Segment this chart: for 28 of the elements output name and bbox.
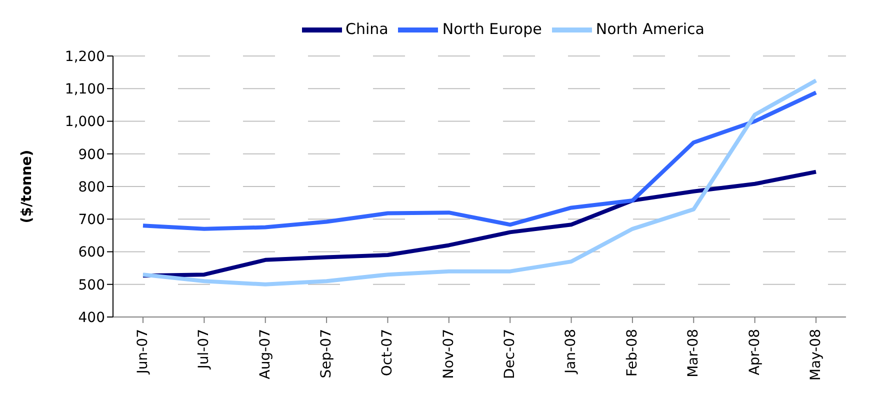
- line-series: [141, 90, 818, 231]
- y-tick-label: 700: [78, 212, 105, 228]
- x-tick-label: Aug-07: [257, 329, 274, 380]
- y-tick-label: 800: [78, 179, 105, 196]
- y-tick-label: 400: [78, 310, 105, 326]
- line-series: [141, 170, 818, 278]
- x-tick-label: Sep-07: [318, 329, 334, 378]
- y-tick-label: 900: [78, 146, 105, 163]
- y-tick-label: 1,000: [64, 114, 105, 130]
- line-series: [141, 78, 818, 286]
- x-tick-label: Mar-08: [686, 329, 702, 378]
- y-tick-label: 600: [78, 244, 105, 261]
- legend-label: China: [346, 20, 388, 38]
- x-tick-label: Dec-07: [502, 329, 518, 379]
- x-tick-label: Apr-08: [746, 329, 763, 376]
- x-tick-label: Jul-07: [196, 329, 212, 370]
- x-tick-label: Jun-07: [134, 329, 151, 375]
- y-tick-label: 500: [78, 277, 105, 294]
- y-tick-label: 1,200: [64, 48, 105, 65]
- x-tick-label: Oct-07: [380, 329, 396, 376]
- legend-label: North Europe: [442, 20, 542, 38]
- legend-label: North America: [596, 20, 704, 38]
- y-axis-title: ($/tonne): [18, 150, 35, 224]
- x-tick-label: Jan-08: [563, 329, 580, 374]
- y-tick-label: 1,100: [64, 82, 105, 98]
- x-tick-label: Nov-07: [440, 329, 457, 379]
- x-tick-label: Feb-08: [624, 329, 640, 377]
- x-tick-label: May-08: [808, 329, 824, 381]
